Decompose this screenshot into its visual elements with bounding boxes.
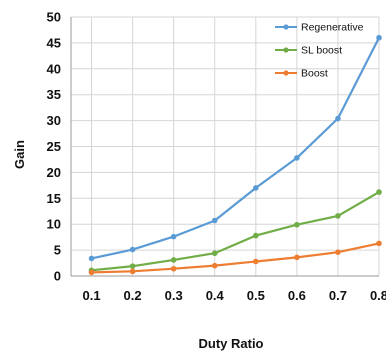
grid-lines: [71, 16, 380, 276]
y-tick-label: 40: [47, 61, 61, 76]
legend-item: SL boost: [275, 45, 342, 57]
data-point: [129, 246, 136, 253]
legend-marker: [283, 47, 289, 53]
y-tick-label: 45: [47, 35, 61, 50]
data-point: [88, 269, 95, 276]
legend: Regenerative SL boost Boost: [275, 22, 364, 80]
series-regenerative: [88, 34, 382, 262]
data-point: [211, 262, 218, 269]
legend-marker: [283, 70, 289, 76]
data-point: [129, 268, 136, 275]
x-tick-label: 0.4: [206, 288, 225, 303]
data-point: [294, 254, 300, 261]
legend-label: Boost: [301, 68, 328, 80]
data-point: [335, 249, 341, 255]
y-tick-label: 5: [54, 243, 61, 258]
data-point: [129, 263, 136, 269]
data-point: [170, 257, 177, 263]
legend-label: Regenerative: [301, 22, 364, 34]
data-point: [253, 185, 259, 191]
y-tick-label: 10: [47, 217, 61, 232]
series-line: [91, 191, 380, 272]
data-point: [253, 232, 259, 239]
data-point: [376, 240, 382, 247]
y-tick-label: 20: [47, 165, 61, 180]
y-tick-label: 15: [47, 191, 61, 206]
x-tick-label: 0.2: [124, 288, 142, 303]
data-point: [88, 255, 95, 262]
legend-label: SL boost: [301, 45, 342, 57]
x-tick-label: 0.1: [82, 288, 100, 303]
y-tick-label: 0: [54, 269, 61, 284]
series-boost: [88, 240, 382, 276]
data-point: [253, 258, 259, 265]
data-point: [335, 213, 341, 219]
data-point: [294, 221, 300, 228]
data-point: [211, 250, 218, 257]
legend-item: Regenerative: [275, 22, 364, 34]
axes: [70, 17, 379, 277]
series-sl-boost: [88, 189, 382, 274]
x-axis-title: Duty Ratio: [199, 336, 264, 351]
data-point: [170, 265, 177, 272]
x-tick-label: 0.7: [329, 288, 347, 303]
legend-marker: [283, 24, 289, 30]
legend-item: Boost: [275, 68, 328, 80]
data-point: [335, 115, 341, 122]
series-lines: [88, 34, 382, 276]
y-tick-label: 35: [47, 87, 61, 102]
x-tick-label: 0.5: [247, 288, 265, 303]
tick-labels: 0 5 10 15 20 25 30 35 40 45 50 0.1 0.2 0.3 0.4 0.5 0.6 0.…: [47, 10, 386, 304]
data-point: [170, 233, 177, 240]
y-tick-label: 50: [47, 10, 61, 25]
series-line: [91, 242, 380, 274]
x-tick-label: 0.6: [288, 288, 306, 303]
y-axis-title: Gain: [12, 140, 27, 169]
data-point: [294, 155, 300, 161]
data-point: [376, 34, 382, 41]
data-point: [211, 217, 218, 224]
y-tick-label: 25: [47, 139, 61, 154]
x-tick-label: 0.3: [165, 288, 183, 303]
series-line: [91, 37, 380, 260]
data-point: [376, 189, 382, 195]
x-tick-label: 0.8: [370, 288, 386, 303]
y-tick-label: 30: [47, 113, 61, 128]
